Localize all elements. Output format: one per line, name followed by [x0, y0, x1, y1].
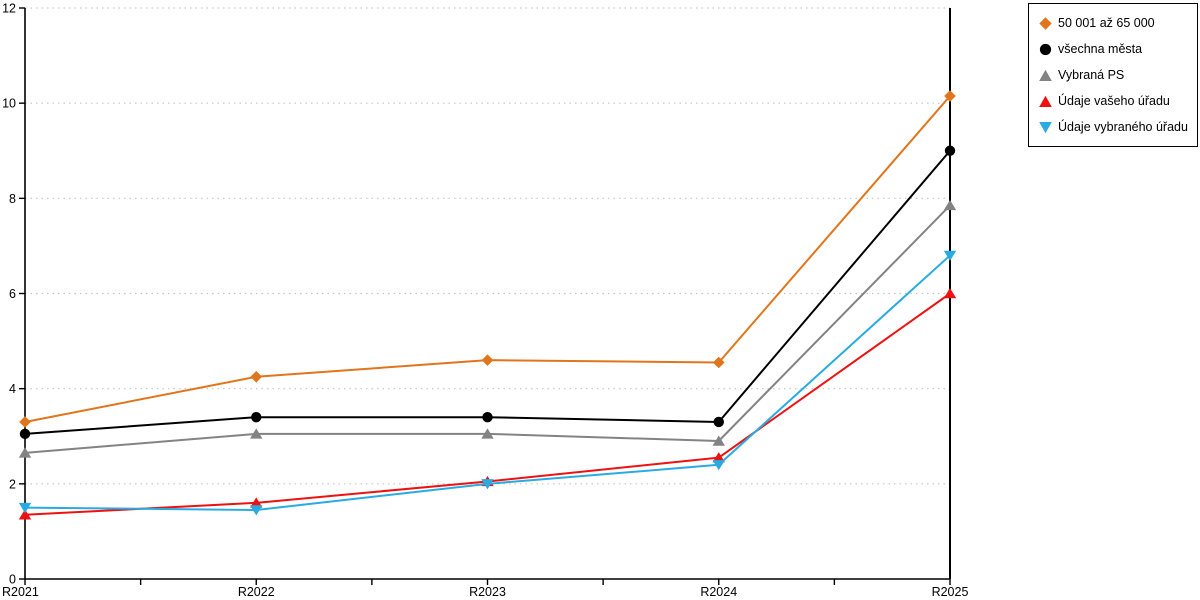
legend-label: Vybraná PS — [1058, 67, 1125, 82]
x-tick-label: R2025 — [932, 585, 969, 599]
legend-item: všechna města — [1039, 36, 1191, 62]
y-tick-label: 12 — [2, 2, 16, 16]
series-0 — [19, 90, 956, 428]
y-tick-label: 0 — [9, 573, 16, 587]
series-1 — [19, 145, 956, 440]
triangle-up-icon — [1039, 69, 1052, 81]
legend-item: Vybraná PS — [1039, 62, 1191, 88]
circle-icon — [1039, 43, 1052, 55]
legend-label: Údaje vybraného úřadu — [1058, 119, 1188, 134]
legend-label: všechna města — [1058, 41, 1143, 56]
x-tick-label: R2023 — [469, 585, 506, 599]
legend: 50 001 až 65 000 všechna města Vybraná PS Ú… — [1028, 3, 1198, 147]
x-tick-label: R2021 — [2, 585, 39, 599]
y-tick-label: 6 — [9, 287, 16, 301]
y-tick-label: 4 — [9, 382, 16, 396]
y-tick-label: 10 — [2, 97, 16, 111]
legend-item: Údaje vašeho úřadu — [1039, 88, 1191, 114]
triangle-up-icon — [1039, 95, 1052, 107]
y-tick-label: 8 — [9, 192, 16, 206]
x-axis: R2021 R2022 R2023 R2024 R2025 — [2, 578, 969, 599]
x-tick-label: R2022 — [238, 585, 275, 599]
legend-label: 50 001 až 65 000 — [1058, 15, 1155, 30]
y-axis: 0 2 4 6 8 10 12 — [2, 2, 26, 587]
x-tick-label: R2024 — [700, 585, 737, 599]
diamond-icon — [1039, 16, 1052, 30]
triangle-down-icon — [1039, 121, 1052, 133]
legend-item: Údaje vybraného úřadu — [1039, 114, 1191, 140]
legend-label: Údaje vašeho úřadu — [1058, 93, 1170, 108]
legend-item: 50 001 až 65 000 — [1039, 10, 1191, 36]
series-2 — [18, 199, 957, 458]
y-tick-label: 2 — [9, 477, 16, 491]
series-4 — [18, 250, 957, 516]
gridlines — [25, 7, 950, 485]
